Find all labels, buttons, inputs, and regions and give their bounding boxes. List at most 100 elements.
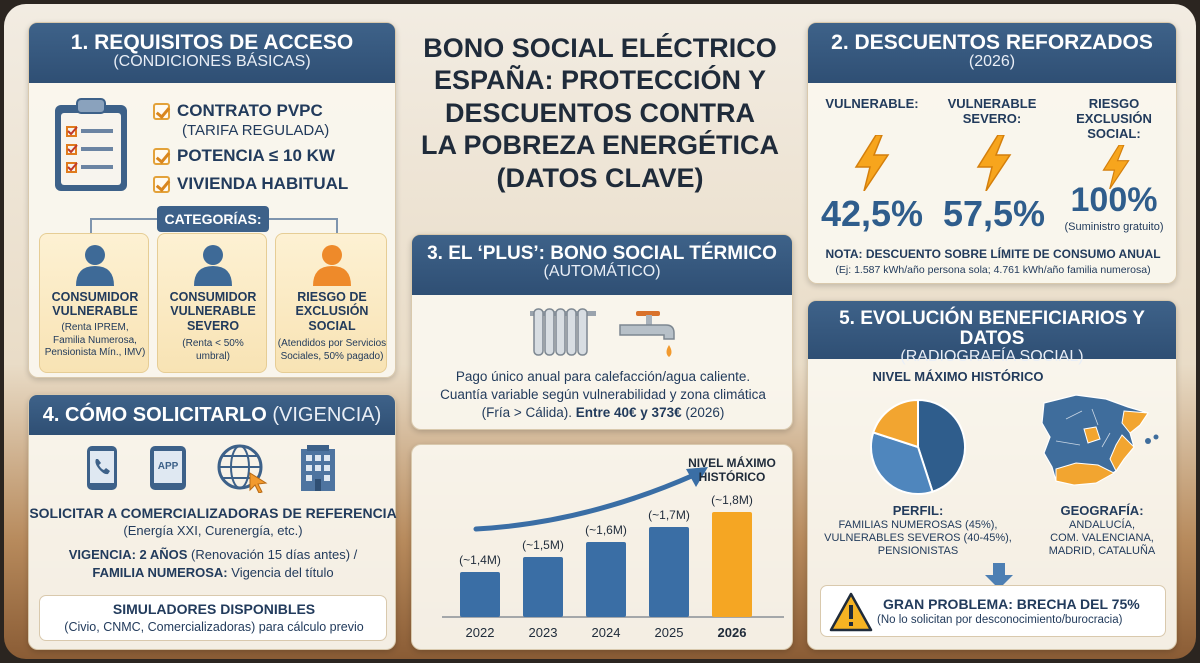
bar-value-label: (~1,5M) [522, 538, 564, 552]
descuentos-note: NOTA: DESCUENTO SOBRE LÍMITE DE CONSUMO … [825, 247, 1161, 261]
termico-line3a: (Fría > Cálida). [481, 405, 576, 420]
solicitar-title: 4. CÓMO SOLICITARLO [42, 404, 267, 426]
vigencia-label: VIGENCIA: 2 AÑOS [68, 547, 188, 562]
cat3-desc: (Atendidos por Servicios Sociales, 50% p… [277, 338, 387, 362]
panel-evolucion-chart: (~1,4M) 2022 (~1,5M) 2023 (~1,6M) 2024 (~1,7M)… [411, 444, 793, 650]
familia-line: FAMILIA NUMEROSA: Vigencia del título [29, 565, 397, 580]
faucet-icon [619, 311, 675, 357]
geografia-desc: ANDALUCÍA, COM. VALENCIANA, MADRID, CATA… [1048, 519, 1156, 558]
req-pvpc-sub: (TARIFA REGULADA) [182, 122, 330, 139]
descuentos-title: 2. DESCUENTOS REFORZADOS [831, 31, 1153, 54]
cat1-desc: (Renta IPREM, Familia Numerosa, Pensioni… [44, 322, 146, 358]
checkbox-icon [153, 176, 170, 194]
radiator-icon [530, 308, 596, 356]
termico-line2: Cuantía variable según vulnerabilidad y … [440, 387, 766, 402]
x-tick-label: 2024 [592, 625, 621, 640]
pie-slice [872, 398, 919, 449]
trend-arrow-line [473, 472, 697, 532]
perfil-desc: FAMILIAS NUMEROSAS (45%), VULNERABLES SE… [824, 519, 1012, 558]
panel-termico-header: 3. EL ‘PLUS’: BONO SOCIAL TÉRMICO (AUTOM… [412, 235, 792, 295]
d3-note: (Suministro gratuito) [1064, 221, 1164, 233]
problema-sub: (No lo solicitan por desconocimiento/bur… [877, 614, 1123, 626]
x-tick-label: 2025 [655, 625, 684, 640]
d3-value: 100% [1070, 181, 1158, 219]
cat3-title: RIESGO DE EXCLUSIÓN SOCIAL [295, 290, 369, 333]
app-label: APP [157, 461, 179, 472]
card-vulnerable: CONSUMIDOR VULNERABLE (Renta IPREM, Fami… [39, 233, 149, 373]
familia-desc: Vigencia del título [227, 565, 334, 580]
warning-icon [829, 592, 873, 632]
req-vivienda-label: VIVIENDA HABITUAL [177, 174, 349, 193]
checkbox-icon [153, 148, 170, 166]
cat2-desc: (Renta < 50% umbral) [182, 338, 244, 362]
cat2-title: CONSUMIDOR VULNERABLE SEVERO [169, 290, 257, 333]
main-title: BONO SOCIAL ELÉCTRICO ESPAÑA: PROTECCIÓN… [420, 33, 779, 193]
simuladores-title: SIMULADORES DISPONIBLES [112, 601, 316, 617]
x-tick-label: 2023 [529, 625, 558, 640]
panel-termico: 3. EL ‘PLUS’: BONO SOCIAL TÉRMICO (AUTOM… [411, 234, 793, 430]
tablet-app-icon [150, 446, 186, 490]
radiografia-title: 5. EVOLUCIÓN BENEFICIARIOS Y DATOS [839, 308, 1145, 349]
d2-label: VULNERABLE SEVERO: [947, 96, 1037, 126]
building-icon [301, 445, 335, 491]
panel-descuentos: 2. DESCUENTOS REFORZADOS (2026) VULNERAB… [807, 22, 1177, 284]
vigencia-desc: (Renovación 15 días antes) / [187, 547, 358, 562]
panel-solicitar: 4. CÓMO SOLICITARLO (VIGENCIA) APP [28, 394, 397, 650]
phone-icon [87, 446, 117, 490]
requisitos-subtitle: (CONDICIONES BÁSICAS) [113, 53, 311, 71]
termico-line3c: (2026) [681, 405, 725, 420]
bar-value-label: (~1,4M) [459, 553, 501, 567]
x-tick-label: 2026 [718, 625, 747, 640]
person-icon [194, 245, 232, 286]
panel-radiografia: 5. EVOLUCIÓN BENEFICIARIOS Y DATOS (RADI… [807, 300, 1177, 650]
req-potencia-label: POTENCIA ≤ 10 KW [177, 146, 335, 165]
requisitos-title: 1. REQUISITOS DE ACCESO [70, 31, 354, 54]
req-pvpc: CONTRATO PVPC [153, 101, 323, 121]
panel-requisitos-header: 1. REQUISITOS DE ACCESO (CONDICIONES BÁS… [29, 23, 395, 83]
problema-title: GRAN PROBLEMA: BRECHA DEL 75% [883, 596, 1140, 612]
lightning-icon [854, 135, 890, 191]
card-severo: CONSUMIDOR VULNERABLE SEVERO (Renta < 50… [157, 233, 267, 373]
simuladores-sub: (Civio, CNMC, Comercializadoras) para cá… [64, 620, 364, 634]
bar-value-label: (~1,7M) [648, 508, 690, 522]
familia-label: FAMILIA NUMEROSA: [92, 565, 228, 580]
radiografia-subtitle: (RADIOGRAFÍA SOCIAL) [900, 347, 1084, 365]
d2-value: 57,5% [942, 193, 1046, 234]
termico-amount: Entre 40€ y 373€ [575, 405, 682, 420]
descuentos-subtitle: (2026) [968, 53, 1016, 71]
simuladores-box: SIMULADORES DISPONIBLES (Civio, CNMC, Co… [39, 595, 387, 641]
req-pvpc-label: CONTRATO PVPC [177, 101, 323, 120]
termico-line1: Pago único anual para calefacción/agua c… [455, 369, 751, 384]
problema-box: GRAN PROBLEMA: BRECHA DEL 75% (No lo sol… [820, 585, 1166, 637]
cat1-title: CONSUMIDOR VULNERABLE [51, 290, 139, 319]
bar-2023 [523, 557, 563, 617]
d3-label: RIESGO EXCLUSIÓN SOCIAL: [1076, 96, 1152, 141]
panel-solicitar-header: 4. CÓMO SOLICITARLO (VIGENCIA) [29, 395, 395, 435]
panel-radiografia-header: 5. EVOLUCIÓN BENEFICIARIOS Y DATOS (RADI… [808, 301, 1176, 365]
x-tick-label: 2022 [466, 625, 495, 640]
solicitar-title-sub: (VIGENCIA) [266, 404, 382, 426]
clipboard-icon [55, 98, 127, 191]
geografia-title: GEOGRAFÍA: [1060, 503, 1144, 518]
descuentos-note-sub: (Ej: 1.587 kWh/año persona sola; 4.761 k… [835, 264, 1151, 276]
checkbox-icon [153, 103, 170, 121]
spain-map-icon [1041, 394, 1159, 486]
bar-value-label: (~1,6M) [585, 523, 627, 537]
trend-arrow-head [686, 467, 708, 487]
person-icon [313, 245, 351, 286]
vigencia-line: VIGENCIA: 2 AÑOS (Renovación 15 días ant… [29, 547, 397, 562]
perfil-pie-chart [870, 398, 966, 495]
nivel-maximo-label: NIVEL MÁXIMO HISTÓRICO [872, 369, 1044, 384]
pie-slice [870, 431, 934, 495]
pie-slice [917, 398, 966, 493]
bar-value-label: (~1,8M) [711, 493, 753, 507]
termico-title: 3. EL ‘PLUS’: BONO SOCIAL TÉRMICO [427, 243, 777, 264]
panel-requisitos: 1. REQUISITOS DE ACCESO (CONDICIONES BÁS… [28, 22, 396, 378]
chart-annotation: NIVEL MÁXIMO [688, 455, 776, 470]
bar-2025 [649, 527, 689, 617]
req-potencia: POTENCIA ≤ 10 KW [153, 146, 335, 166]
perfil-title: PERFIL: [892, 503, 944, 518]
beneficiarios-bar-chart: (~1,4M) 2022 (~1,5M) 2023 (~1,6M) 2024 (~1,7M)… [442, 455, 784, 640]
bar-2024 [586, 542, 626, 617]
card-exclusion: RIESGO DE EXCLUSIÓN SOCIAL (Atendidos po… [275, 233, 387, 373]
